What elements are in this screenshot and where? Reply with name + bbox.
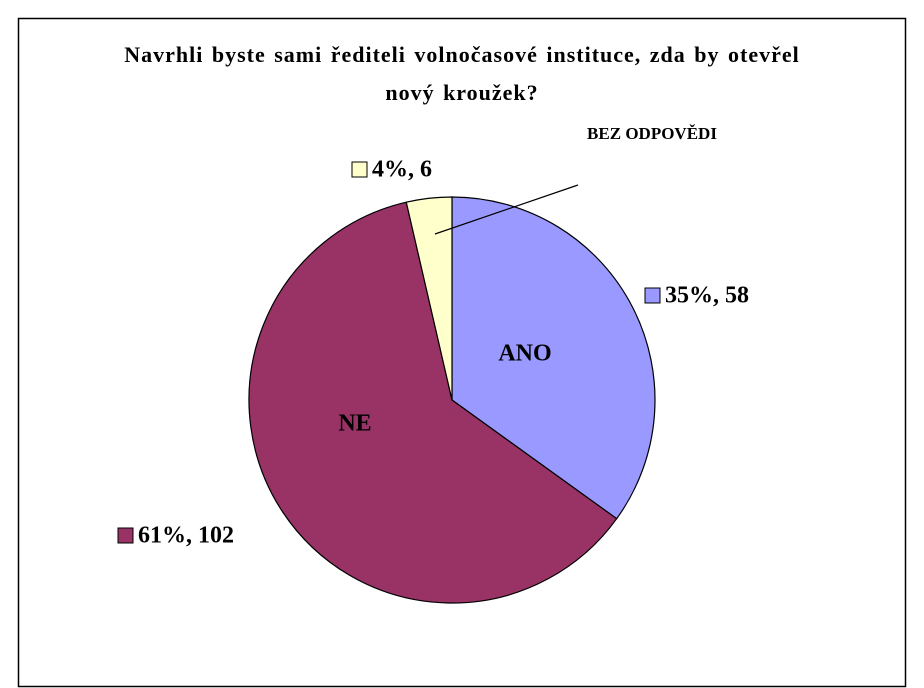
slice-label: BEZ ODPOVĚDI	[587, 124, 717, 143]
pie-slice	[248, 201, 618, 604]
slice-label: NE	[338, 411, 371, 437]
slice-label: ANO	[498, 341, 551, 367]
value-label: 35%, 58	[665, 283, 749, 309]
chart-title: Navrhli byste sami řediteli volnočasové …	[124, 42, 800, 105]
pie-slice	[405, 196, 453, 401]
value-label: 61%, 102	[138, 523, 234, 549]
pie-slice	[451, 196, 656, 520]
label-swatch	[117, 527, 134, 544]
leader-line	[434, 184, 579, 235]
label-swatch	[644, 287, 661, 304]
value-label: 4%, 6	[372, 157, 432, 183]
label-swatch	[351, 161, 368, 178]
